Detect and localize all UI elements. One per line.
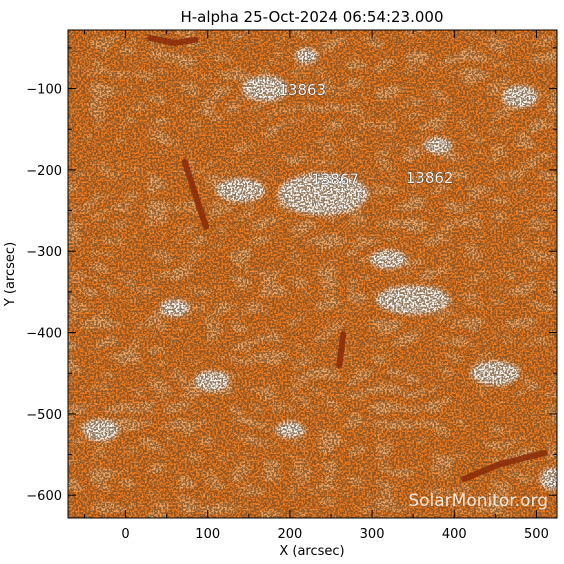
region-label: 13862: [406, 169, 454, 187]
x-tick-label: 300: [360, 527, 385, 542]
map-image: 13863 13867 13862 SolarMonitor.org: [68, 30, 557, 518]
x-tick-label: 0: [121, 527, 129, 542]
x-tick-label: 400: [442, 527, 467, 542]
region-labels: 13863 13867 13862: [278, 81, 454, 189]
region-label: 13863: [278, 81, 326, 99]
region-label: 13867: [311, 171, 359, 189]
x-axis-label: X (arcsec): [279, 544, 344, 559]
x-axis: 0 100 200 300 400 500: [83, 30, 549, 542]
plot-frame: [67, 29, 558, 519]
y-axis-label: Y (arcsec): [3, 242, 18, 307]
y-axis: −100 −200 −300 −400 −500 −600: [26, 47, 557, 504]
watermark: SolarMonitor.org: [408, 491, 548, 511]
filament: [336, 331, 347, 369]
y-tick-label: −500: [26, 408, 62, 423]
y-tick-label: −300: [26, 245, 62, 260]
filament: [181, 158, 210, 230]
map-title: H-alpha 25-Oct-2024 06:54:23.000: [180, 8, 443, 26]
x-tick-label: 500: [524, 527, 549, 542]
filament: [147, 35, 199, 46]
filament: [461, 449, 548, 482]
x-tick-label: 100: [195, 527, 220, 542]
y-tick-label: −200: [26, 164, 62, 179]
y-tick-label: −400: [26, 327, 62, 342]
x-tick-label: 200: [277, 527, 302, 542]
granulation-noise: [68, 30, 557, 518]
y-tick-label: −100: [26, 83, 62, 98]
y-tick-label: −600: [26, 489, 62, 504]
filament-layer: [147, 35, 548, 482]
